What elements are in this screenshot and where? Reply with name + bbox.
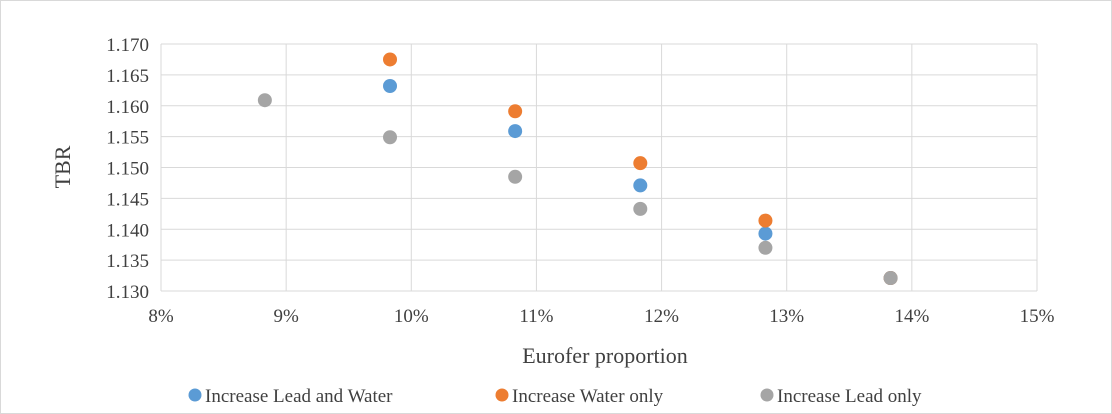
y-tick-label: 1.135: [106, 251, 149, 272]
data-point: [633, 201, 648, 216]
gridlines: [160, 43, 1038, 292]
x-tick-label: 13%: [769, 306, 804, 327]
x-tick-label: 12%: [644, 306, 679, 327]
data-point: [758, 240, 773, 255]
x-axis-ticks: 8% 9% 10% 11% 12% 13% 14% 15%: [148, 306, 1054, 327]
legend-marker: [760, 388, 774, 402]
y-tick-label: 1.155: [106, 128, 149, 149]
series-1: [383, 78, 898, 286]
x-tick-label: 10%: [394, 306, 429, 327]
data-point: [883, 271, 898, 286]
data-point: [633, 178, 648, 193]
series-3: [257, 93, 898, 286]
x-tick-label: 11%: [519, 306, 553, 327]
y-axis-title: TBR: [50, 145, 75, 188]
legend-label: Increase Lead only: [777, 386, 922, 407]
data-point: [758, 226, 773, 241]
y-tick-label: 1.145: [106, 189, 149, 210]
y-tick-label: 1.140: [106, 220, 149, 241]
x-axis-title: Eurofer proportion: [522, 343, 688, 368]
data-points: [257, 52, 898, 286]
data-point: [758, 213, 773, 228]
data-point: [383, 78, 398, 93]
series-2: [383, 52, 898, 286]
y-tick-label: 1.165: [106, 66, 149, 87]
y-tick-label: 1.130: [106, 282, 149, 303]
x-tick-label: 14%: [894, 306, 929, 327]
data-point: [383, 52, 398, 67]
legend-label: Increase Water only: [512, 386, 664, 407]
data-point: [508, 124, 523, 139]
data-point: [508, 169, 523, 184]
data-point: [383, 130, 398, 145]
y-tick-label: 1.170: [106, 35, 149, 56]
x-tick-label: 8%: [148, 306, 174, 327]
y-axis-ticks: 1.130 1.135 1.140 1.145 1.150 1.155 1.160 1.165…: [106, 35, 149, 303]
data-point: [257, 93, 272, 108]
legend-item: Increase Water only: [495, 386, 664, 407]
legend-label: Increase Lead and Water: [205, 386, 393, 407]
legend-item: Increase Lead and Water: [188, 386, 393, 407]
y-tick-label: 1.150: [106, 159, 149, 180]
legend: Increase Lead and Water Increase Water on…: [188, 386, 922, 407]
data-point: [633, 156, 648, 171]
legend-marker: [495, 388, 509, 402]
legend-marker: [188, 388, 202, 402]
x-tick-label: 15%: [1020, 306, 1055, 327]
data-point: [508, 104, 523, 119]
legend-item: Increase Lead only: [760, 386, 922, 407]
y-tick-label: 1.160: [106, 97, 149, 118]
x-tick-label: 9%: [273, 306, 299, 327]
